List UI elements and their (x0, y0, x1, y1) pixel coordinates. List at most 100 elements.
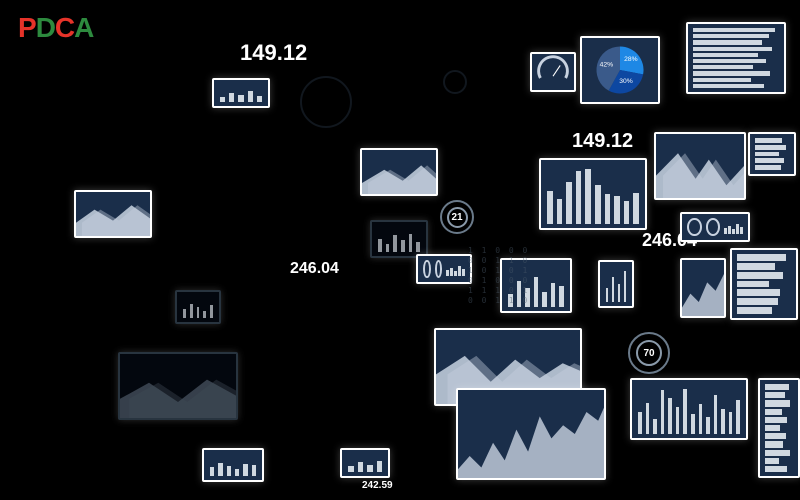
hbar (765, 409, 782, 415)
hbar (765, 433, 786, 439)
bar (238, 95, 243, 102)
bar (218, 463, 222, 476)
hbar-chart-2 (730, 248, 798, 320)
logo: PDCA (18, 12, 93, 44)
bar-chart-t1 (212, 78, 270, 108)
bar-chart-t3 (340, 448, 390, 478)
area-chart-1 (654, 132, 746, 200)
hbar (765, 392, 785, 398)
bar (227, 466, 231, 476)
spike-chart-2 (680, 258, 726, 318)
hbar (755, 138, 782, 143)
bar (566, 182, 572, 224)
mini-combo-1 (680, 212, 750, 242)
hbar (765, 384, 789, 390)
bar (248, 91, 253, 102)
hbar (765, 458, 779, 464)
logo-c: C (55, 12, 74, 43)
bar (367, 465, 373, 472)
bar (190, 304, 193, 318)
bar (624, 201, 630, 224)
logo-d: D (36, 12, 55, 43)
bar (210, 305, 213, 318)
bar (183, 309, 186, 318)
bar (585, 169, 591, 224)
hbar (765, 441, 783, 447)
hbar (737, 254, 786, 261)
bar (378, 239, 382, 252)
bar (736, 400, 740, 434)
hbar (765, 400, 790, 406)
hbar (765, 466, 787, 472)
hbar (755, 165, 781, 170)
hbar (765, 417, 787, 423)
svg-text:30%: 30% (619, 78, 632, 85)
bar-chart-d2 (175, 290, 221, 324)
bar (661, 390, 665, 434)
area-chart-4 (360, 148, 438, 196)
bar (243, 464, 247, 476)
hbar (765, 450, 790, 456)
bar (377, 461, 383, 472)
bar (595, 185, 601, 224)
hbar (755, 145, 786, 150)
bar (393, 235, 397, 252)
hbar-chart-3 (758, 378, 800, 478)
bar (551, 283, 556, 307)
bar (229, 93, 234, 102)
bar (542, 292, 547, 307)
hbar (693, 34, 769, 38)
hbar (693, 59, 766, 63)
hbar (737, 272, 783, 279)
bar (638, 412, 642, 435)
bar (721, 409, 725, 434)
bar (210, 467, 214, 476)
pie-chart: 28%30%42% (580, 36, 660, 104)
bar (668, 398, 672, 434)
bar (699, 404, 703, 434)
bar (676, 407, 680, 435)
bar-chart-t2 (202, 448, 264, 482)
bar (252, 465, 256, 476)
ring-r2: 21 (440, 200, 474, 234)
spike-chart-1 (456, 388, 606, 480)
bar (606, 288, 608, 302)
bar (358, 462, 364, 472)
bar (416, 242, 420, 252)
hbar (693, 40, 762, 44)
area-chart-dark (118, 352, 238, 420)
mini-combo-2 (416, 254, 472, 284)
hbar (693, 84, 764, 88)
dial-gauge (530, 52, 576, 92)
bar-chart-wide (630, 378, 748, 440)
bar (348, 466, 354, 472)
bar (714, 395, 718, 434)
bar (653, 419, 657, 434)
hbar (737, 289, 780, 296)
hbar (755, 152, 779, 157)
bar (706, 417, 710, 435)
logo-p: P (18, 12, 36, 43)
metric-n5: 242.59 (362, 480, 393, 491)
svg-text:28%: 28% (624, 56, 637, 63)
bar (576, 171, 582, 224)
bar (557, 199, 563, 224)
hbar (693, 53, 758, 57)
bar (683, 389, 687, 434)
bar-chart-main (539, 158, 647, 230)
bar (646, 403, 650, 434)
bar (547, 191, 553, 224)
hbar (765, 425, 780, 431)
hbar-chart-1 (686, 22, 786, 94)
bar (257, 96, 262, 102)
metric-n2: 149.12 (572, 130, 633, 153)
hbar (755, 158, 784, 163)
bar (203, 311, 206, 318)
metric-n4: 246.04 (290, 260, 339, 278)
hbar-chart-4 (748, 132, 796, 176)
ring-r4 (443, 70, 467, 94)
metric-n1: 149.12 (240, 40, 307, 66)
hbar (737, 298, 778, 305)
bar-chart-d1 (370, 220, 428, 258)
bar (691, 414, 695, 434)
